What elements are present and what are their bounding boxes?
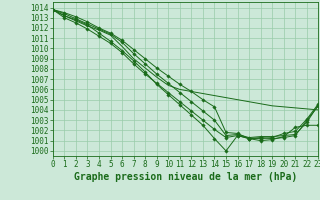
X-axis label: Graphe pression niveau de la mer (hPa): Graphe pression niveau de la mer (hPa) — [74, 172, 297, 182]
